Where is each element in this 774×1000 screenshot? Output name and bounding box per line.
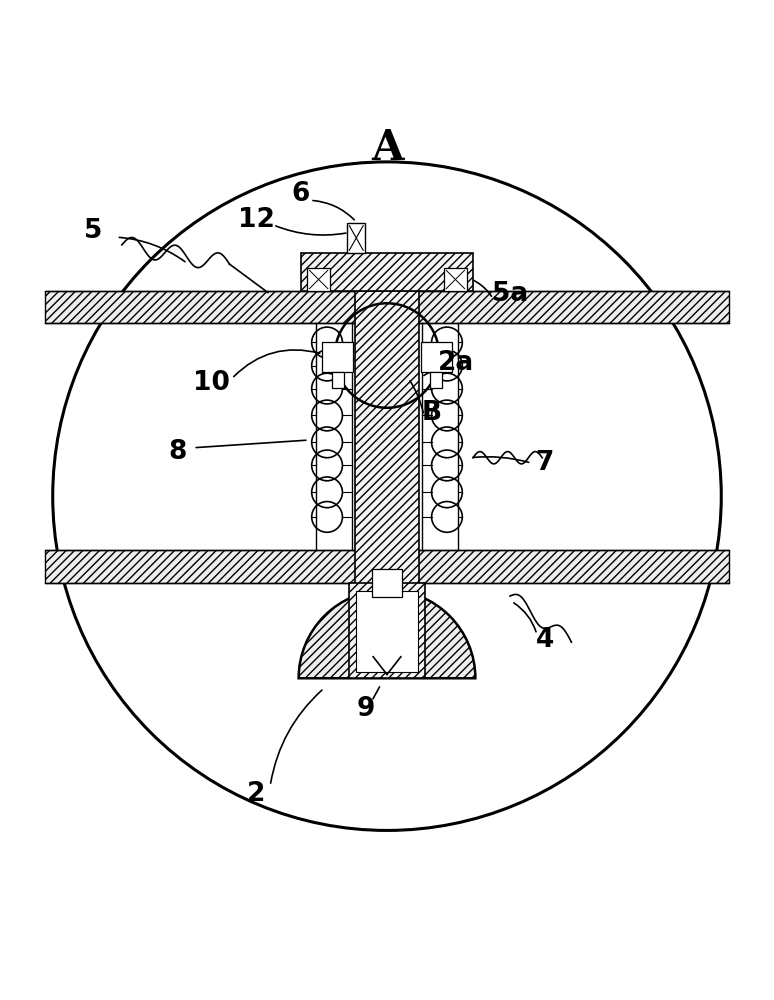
- Text: 10: 10: [194, 370, 230, 396]
- Text: 8: 8: [169, 439, 187, 465]
- Bar: [372, 569, 402, 597]
- Text: 9: 9: [356, 696, 375, 722]
- Wedge shape: [299, 590, 475, 678]
- Bar: [323, 342, 353, 372]
- Bar: [354, 291, 420, 627]
- Bar: [45, 291, 729, 323]
- Bar: [347, 223, 365, 253]
- Text: 5: 5: [84, 218, 103, 244]
- Text: 7: 7: [536, 450, 553, 476]
- Bar: [348, 583, 426, 678]
- Bar: [301, 253, 473, 291]
- Text: 2a: 2a: [438, 350, 474, 376]
- Bar: [45, 550, 729, 583]
- Text: 12: 12: [238, 207, 275, 233]
- Bar: [421, 342, 451, 372]
- Text: 6: 6: [292, 181, 310, 207]
- Bar: [356, 591, 418, 672]
- Bar: [307, 268, 330, 291]
- Bar: [430, 372, 442, 388]
- Bar: [332, 372, 344, 388]
- Bar: [444, 268, 467, 291]
- Text: B: B: [422, 400, 442, 426]
- Text: 4: 4: [536, 627, 553, 653]
- Text: 2: 2: [247, 781, 265, 807]
- Text: 5a: 5a: [491, 281, 528, 307]
- Text: A: A: [371, 127, 403, 169]
